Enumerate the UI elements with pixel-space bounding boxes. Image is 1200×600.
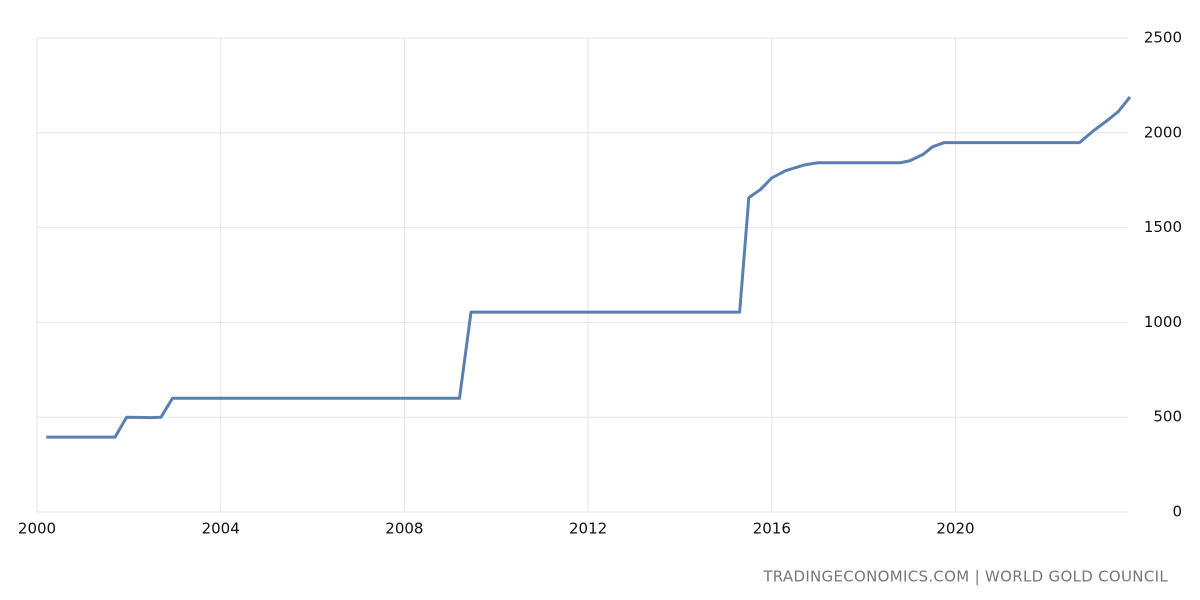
y-tick-label: 500 [1153,408,1182,426]
y-tick-label: 1500 [1144,218,1182,236]
y-tick-label: 1000 [1144,313,1182,331]
x-tick-label: 2000 [18,520,56,538]
x-tick-label: 2012 [569,520,607,538]
y-tick-label: 0 [1172,503,1182,521]
x-tick-label: 2016 [753,520,791,538]
x-tick-label: 2020 [936,520,974,538]
x-tick-label: 2004 [202,520,240,538]
source: TRADINGECONOMICS.COM | WORLD GOLD COUNCI… [762,568,1168,586]
line [46,96,1132,439]
x-tick-label: 2008 [385,520,423,538]
y-tick-label: 2500 [1144,29,1182,47]
y-tick-label: 2000 [1144,123,1182,141]
